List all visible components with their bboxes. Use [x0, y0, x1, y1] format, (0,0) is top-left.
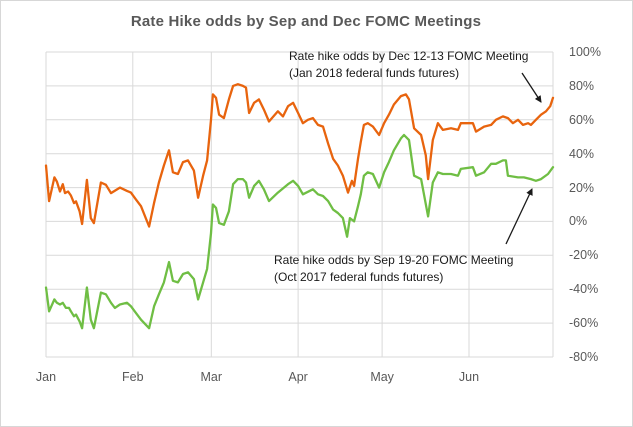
y-axis-tick-label: -60% — [569, 316, 599, 331]
x-axis-tick-label: Apr — [288, 370, 308, 384]
y-axis-tick-label: -80% — [569, 350, 599, 364]
annotation-sep-line1: Rate hike odds by Sep 19-20 FOMC Meeting — [274, 253, 514, 267]
annotation-sep-line2: (Oct 2017 federal funds futures) — [274, 270, 444, 284]
annotation-arrow-dec — [521, 72, 542, 103]
y-axis-tick-label: 0% — [569, 214, 588, 229]
x-axis-tick-label: Feb — [122, 370, 144, 384]
y-axis-tick-label: -20% — [569, 248, 599, 263]
annotation-dec-meeting: Rate hike odds by Dec 12-13 FOMC Meeting… — [289, 48, 528, 82]
chart-title: Rate Hike odds by Sep and Dec FOMC Meeti… — [130, 13, 482, 30]
x-axis-tick-label: May — [370, 370, 394, 384]
annotation-arrow-sep — [505, 188, 533, 245]
series-line-dec — [44, 83, 555, 228]
annotation-dec-line1: Rate hike odds by Dec 12-13 FOMC Meeting — [289, 49, 529, 63]
y-axis-tick-label: 20% — [569, 180, 595, 195]
y-axis-tick-label: 100% — [569, 45, 601, 59]
y-axis-tick-label: 60% — [569, 112, 595, 127]
annotation-dec-line2: (Jan 2018 federal funds futures) — [289, 66, 460, 80]
series-line-sep — [44, 133, 555, 330]
x-axis-tick-label: Jan — [35, 370, 57, 384]
x-axis-tick-label: Jun — [458, 370, 480, 384]
annotation-sep-meeting: Rate hike odds by Sep 19-20 FOMC Meeting… — [274, 252, 513, 286]
y-axis-tick-label: 80% — [569, 78, 595, 93]
y-axis-tick-label: 40% — [569, 146, 595, 161]
x-axis-tick-label: Mar — [200, 370, 223, 384]
y-axis-tick-label: -40% — [569, 282, 599, 297]
